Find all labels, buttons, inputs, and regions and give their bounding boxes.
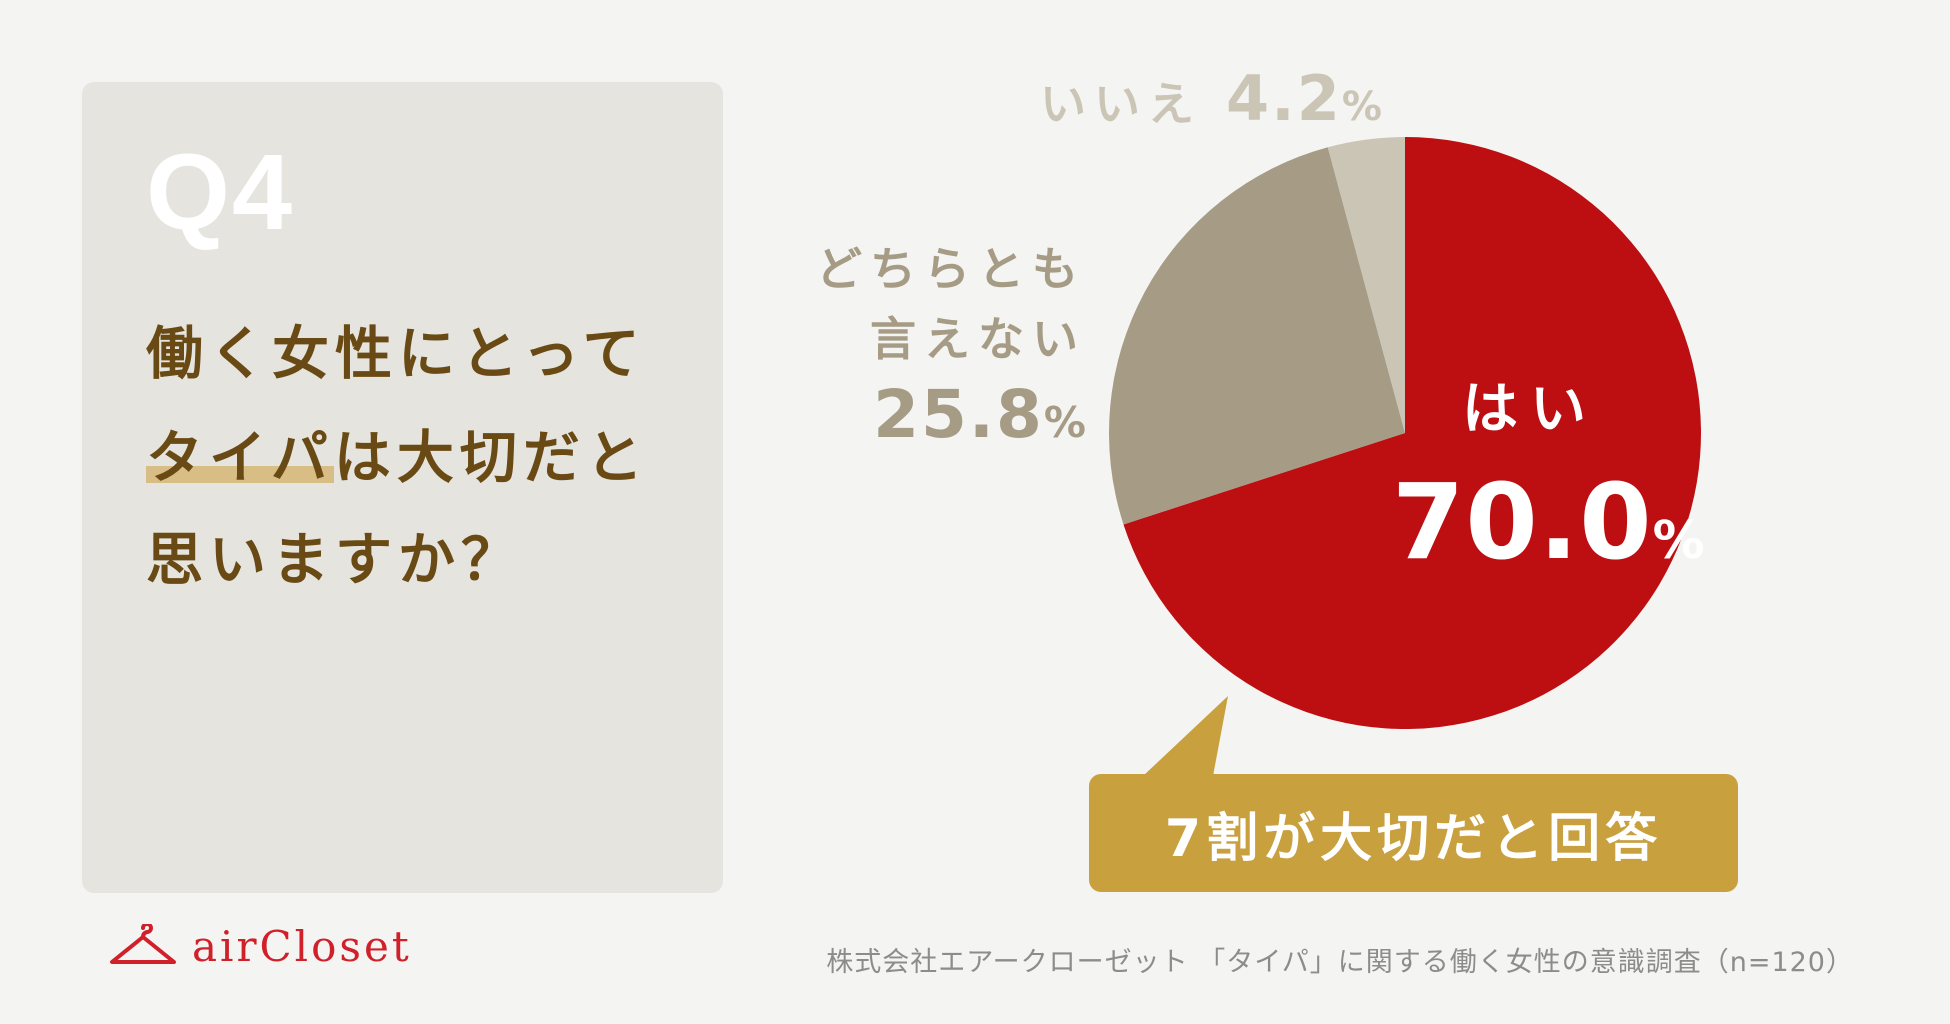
label-neutral-number: 25.8 (873, 376, 1044, 453)
pie-chart (1109, 137, 1701, 729)
label-neutral-pct: % (1043, 398, 1086, 447)
label-no-text: いいえ (1040, 77, 1202, 131)
question-line-2: タイパは大切だと (146, 425, 649, 491)
question-highlight: タイパ (146, 425, 334, 491)
brand-name: airCloset (192, 922, 412, 971)
label-yes-value: 70.0% (1392, 470, 1705, 574)
label-no: いいえ 4.2% (1040, 68, 1382, 130)
label-neutral-value: 25.8% (873, 382, 1086, 448)
callout-text: 7割が大切だと回答 (1164, 808, 1663, 869)
hanger-icon (110, 923, 176, 964)
label-yes-pct: % (1652, 511, 1705, 571)
label-no-pct: % (1341, 84, 1382, 130)
question-line-3: 思いますか？ (146, 527, 524, 593)
source-note: 株式会社エアークローゼット 「タイパ」に関する働く女性の意識調査（n=120） (826, 947, 1854, 978)
label-neutral-line-2: 言えない (870, 312, 1086, 366)
brand-logo: airCloset (108, 922, 412, 971)
label-neutral-line-1: どちらとも (816, 242, 1086, 296)
label-yes-number: 70.0 (1392, 461, 1653, 583)
question-line-1: 働く女性にとって (146, 321, 646, 387)
label-yes: はい (1462, 377, 1598, 442)
label-no-value: 4.2 (1226, 62, 1342, 135)
pie-slice-1 (1109, 147, 1405, 525)
question-line-2-rest: は大切だと (333, 425, 649, 491)
pie-slice-2 (1327, 137, 1405, 433)
question-number: Q4 (146, 131, 295, 252)
pie-slice-0 (1123, 137, 1701, 729)
callout-box: 7割が大切だと回答 (1089, 774, 1738, 892)
